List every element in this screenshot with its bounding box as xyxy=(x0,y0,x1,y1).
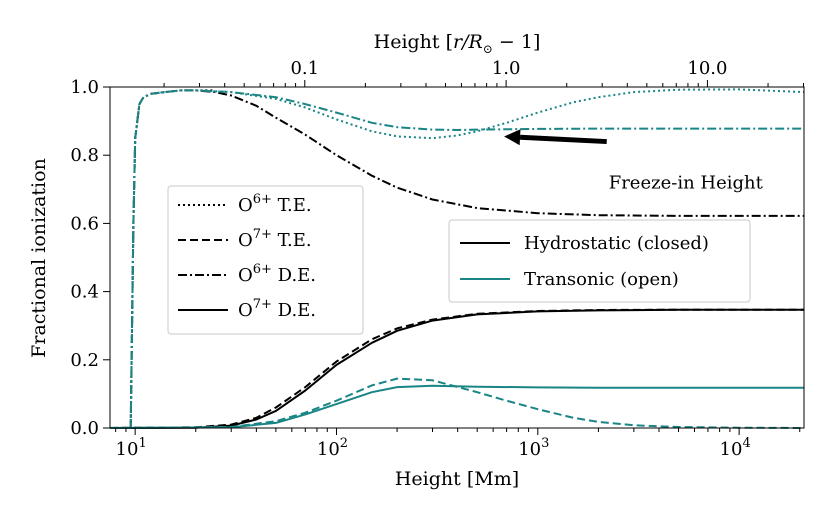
top-axis-title-prefix: Height [ xyxy=(374,31,453,53)
legend-style-label: O6+ D.E. xyxy=(238,262,316,286)
legend-style-label: O7+ D.E. xyxy=(238,297,316,321)
x-tick-label: 101 xyxy=(116,436,147,460)
legend-styles-box xyxy=(167,185,364,335)
legend-style-label: O6+ T.E. xyxy=(238,192,312,216)
annotation: Freeze-in Height xyxy=(504,129,764,193)
top-axis-title-var: r/R xyxy=(453,31,483,53)
top-axis-ticks: 0.1 1.0 10.0 xyxy=(163,58,804,87)
top-tick-label: 10.0 xyxy=(687,58,727,79)
freeze-in-label: Freeze-in Height xyxy=(609,172,764,193)
legend-models-entries: Hydrostatic (closed) Transonic (open) xyxy=(460,233,709,290)
legend-styles: O6+ T.E. O7+ T.E. O6+ D.E. O7+ D.E. xyxy=(167,185,364,335)
series-transonic-solid xyxy=(109,384,804,429)
x-tick-label: 104 xyxy=(720,436,751,460)
legend-model-label: Hydrostatic (closed) xyxy=(524,233,709,254)
y-tick-label: 0.0 xyxy=(70,418,99,439)
y-tick-label: 1.0 xyxy=(70,77,99,98)
plot-frame xyxy=(109,86,805,429)
legend-styles-entries: O6+ T.E. O7+ T.E. O6+ D.E. O7+ D.E. xyxy=(178,192,316,321)
y-tick-label: 0.6 xyxy=(70,213,99,234)
top-tick-label: 0.1 xyxy=(290,58,319,79)
series-layer xyxy=(109,88,805,429)
series-transonic-dotted xyxy=(129,88,805,429)
x-tick-label: 103 xyxy=(518,436,549,460)
legend-models: Hydrostatic (closed) Transonic (open) xyxy=(448,219,751,303)
top-axis-title-suffix: − 1] xyxy=(493,31,541,53)
legend-style-label: O7+ T.E. xyxy=(238,227,312,251)
legend-models-box xyxy=(448,219,751,303)
top-axis-title: Height [r/R⊙ − 1] xyxy=(374,31,541,56)
series-transonic-dashdot xyxy=(129,89,804,429)
freeze-in-arrow xyxy=(519,134,607,145)
series-hydrostatic-solid xyxy=(109,308,804,429)
x-axis-ticks: 101 102 103 104 xyxy=(115,428,801,460)
y-axis-ticks: 0.0 0.2 0.4 0.6 0.8 1.0 xyxy=(70,77,110,439)
y-tick-label: 0.4 xyxy=(70,282,99,303)
series-transonic-dashed xyxy=(109,377,805,429)
legend-model-label: Transonic (open) xyxy=(524,269,679,290)
top-tick-label: 1.0 xyxy=(492,58,521,79)
x-axis-title: Height [Mm] xyxy=(395,468,519,490)
y-tick-label: 0.8 xyxy=(70,145,99,166)
y-axis-title: Fractional ionization xyxy=(28,158,50,358)
y-tick-label: 0.2 xyxy=(70,350,99,371)
x-tick-label: 102 xyxy=(317,436,348,460)
top-axis-title-sub: ⊙ xyxy=(483,42,493,56)
freeze-in-arrowhead xyxy=(504,129,521,146)
